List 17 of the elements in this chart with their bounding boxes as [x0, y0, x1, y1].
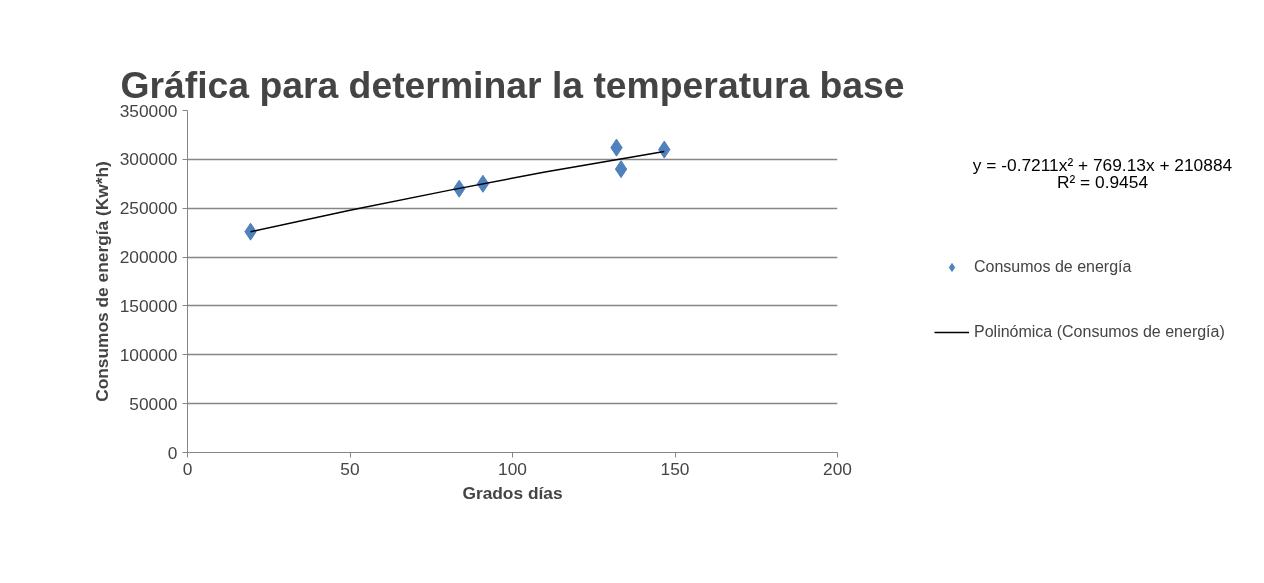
y-tick-label: 0 [167, 442, 178, 463]
y-tick-label: 250000 [119, 198, 178, 219]
x-axis-title: Grados días [462, 482, 563, 503]
y-tick-label: 200000 [119, 247, 178, 268]
y-tick-label: 300000 [119, 149, 178, 170]
x-tick-label: 0 [182, 458, 193, 479]
point [614, 160, 628, 179]
x-tick-label: 50 [340, 458, 360, 479]
y-tick-label: 150000 [119, 295, 178, 316]
x-tick-label: 150 [660, 458, 690, 479]
legend-label: Consumos de energía [974, 258, 1132, 276]
y-tick-label: 100000 [119, 344, 178, 365]
y-tick-label: 50000 [129, 393, 178, 414]
x-tick-label: 100 [498, 458, 527, 479]
y-axis-title: Consumos de energía (Kw*h) [91, 161, 112, 402]
legend-label: Polinómica (Consumos de energía) [974, 323, 1225, 341]
x-tick-label: 200 [823, 458, 852, 479]
